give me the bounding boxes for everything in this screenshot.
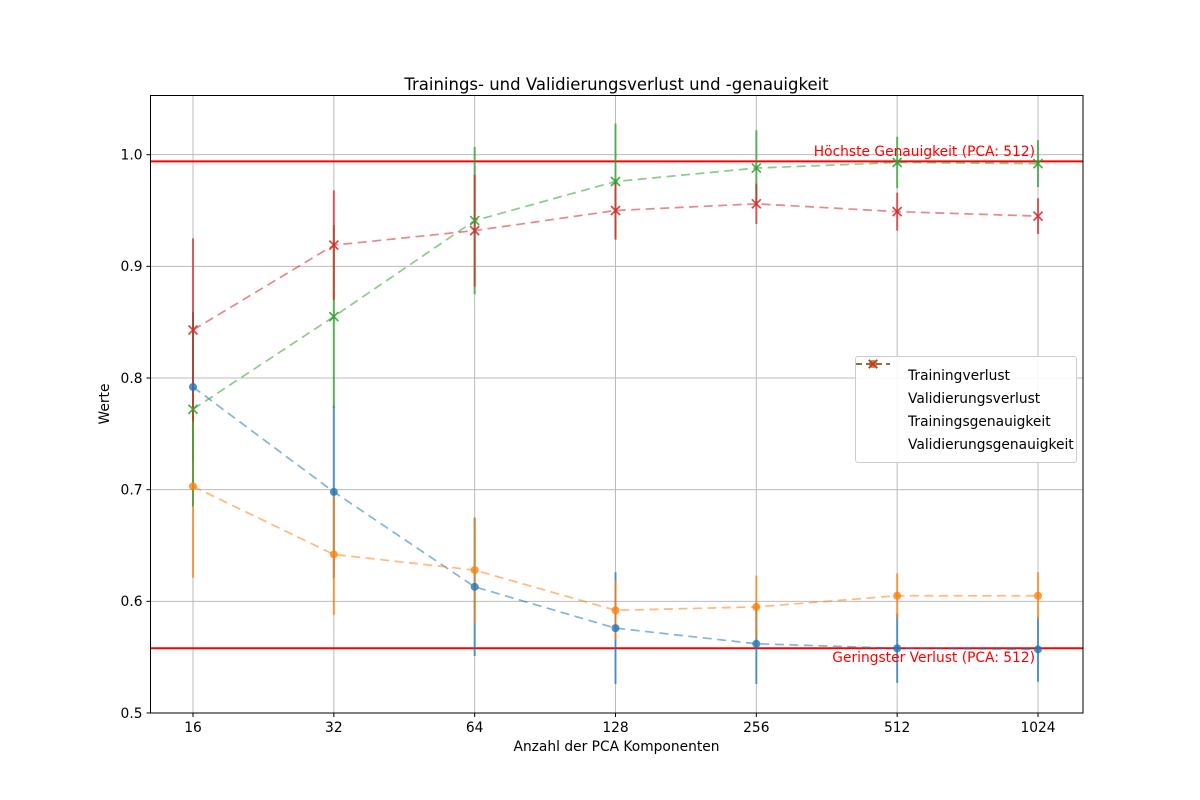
- legend-label: Validierungsverlust: [908, 390, 1041, 407]
- legend-entry: Trainingsgenauigkeit: [856, 359, 1067, 433]
- data-point: [1034, 591, 1042, 600]
- x-tick-label: 32: [325, 720, 343, 736]
- x-tick-label: 16: [184, 720, 202, 736]
- y-tick-label: 0.5: [121, 706, 143, 722]
- data-point: [611, 606, 620, 615]
- data-point: [189, 482, 197, 491]
- data-point: [1032, 210, 1044, 222]
- x-tick-label: 1024: [1020, 720, 1055, 736]
- legend-label: Trainingsgenauigkeit: [908, 413, 1051, 430]
- x-tick-label: 256: [743, 720, 769, 736]
- legend-marker-icon: [856, 359, 899, 452]
- data-point: [187, 404, 199, 415]
- axes-spines: [150, 95, 1084, 714]
- legend: Trainingverlust Validierungsverlust Traini…: [855, 356, 1077, 463]
- legend-entry: Validierungsgenauigkeit: [856, 359, 1074, 456]
- y-tick-label: 0.6: [121, 594, 143, 610]
- data-point: [892, 157, 903, 168]
- x-tick-label: 128: [602, 720, 628, 736]
- data-point: [329, 487, 338, 496]
- data-point: [469, 225, 480, 236]
- y-tick-label: 1.0: [121, 147, 143, 163]
- data-point: [329, 550, 338, 559]
- y-tick-label: 0.9: [121, 259, 143, 275]
- data-point: [470, 566, 479, 575]
- y-tick-label: 0.7: [121, 482, 143, 498]
- data-point: [893, 591, 902, 600]
- y-tick-label: 0.8: [121, 371, 143, 387]
- annotation-max-accuracy: Höchste Genauigkeit (PCA: 512): [813, 144, 1035, 160]
- x-tick-label: 512: [884, 720, 910, 736]
- data-point: [1032, 158, 1044, 169]
- data-point: [470, 582, 479, 591]
- legend-marker-icon: [856, 359, 899, 429]
- data-point: [892, 206, 903, 217]
- annotation-min-loss: Geringster Verlust (PCA: 512): [832, 650, 1035, 666]
- data-point: [189, 382, 197, 391]
- legend-label: Validierungsgenauigkeit: [908, 436, 1074, 453]
- data-point: [893, 644, 902, 653]
- legend-marker-icon: [856, 360, 899, 406]
- data-point: [611, 624, 620, 633]
- x-axis-label: Anzahl der PCA Komponenten: [513, 739, 720, 755]
- legend-entry: Validierungsverlust: [856, 360, 1067, 410]
- legend-label: Trainingverlust: [908, 367, 1010, 384]
- chart-title: Trainings- und Validierungsverlust und -…: [404, 75, 829, 94]
- data-point: [610, 176, 621, 187]
- data-point: [328, 240, 339, 251]
- data-point: [187, 324, 199, 336]
- legend-entry: Trainingverlust: [856, 360, 1067, 387]
- data-point: [610, 205, 621, 216]
- data-point: [469, 215, 480, 226]
- data-point: [752, 639, 761, 648]
- data-point: [328, 311, 339, 322]
- y-axis-label: Werte: [97, 383, 113, 425]
- data-point: [1034, 645, 1042, 654]
- data-point: [752, 602, 761, 611]
- x-tick-label: 64: [466, 720, 484, 736]
- data-point: [751, 198, 762, 209]
- data-point: [751, 162, 762, 174]
